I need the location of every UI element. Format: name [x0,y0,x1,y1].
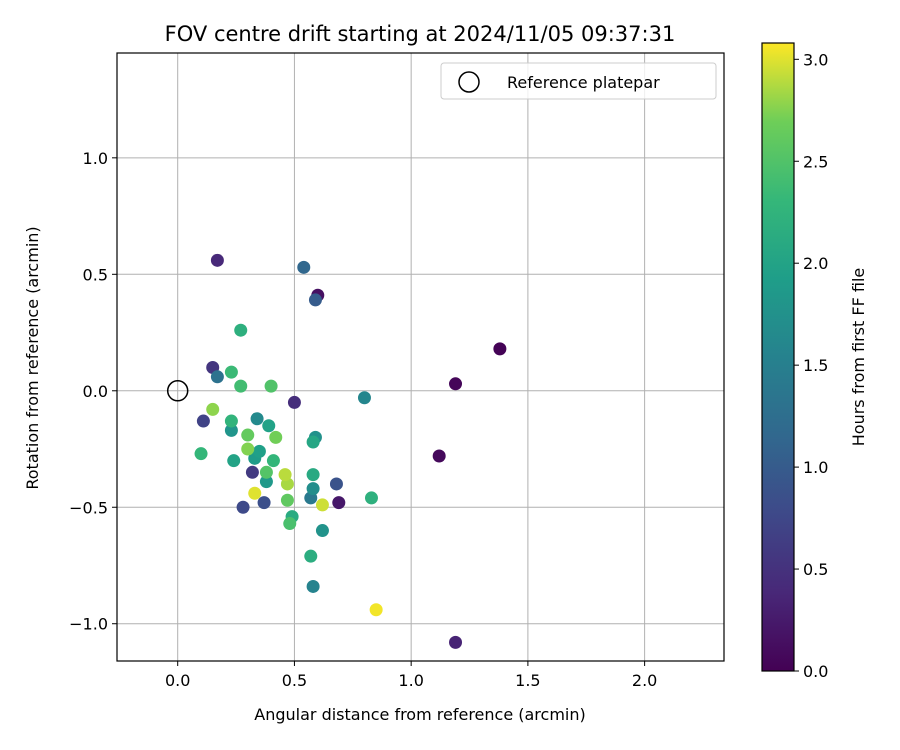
scatter-point [259,465,273,479]
colorbar-tick-label: 0.0 [803,662,828,681]
y-axis-label: Rotation from reference (arcmin) [23,226,42,489]
scatter-point [250,412,264,426]
scatter-point [252,444,266,458]
reference-platepar-marker [166,380,189,402]
scatter-point [241,442,255,456]
y-tick-label: 0.5 [83,265,108,284]
colorbar-tick-label: 1.5 [803,356,828,375]
chart-title: FOV centre drift starting at 2024/11/05 … [165,22,676,46]
scatter-point [224,423,238,437]
scatter-point [280,493,294,507]
scatter-point [304,549,318,563]
x-axis-label: Angular distance from reference (arcmin) [254,705,585,724]
scatter-point [262,419,276,433]
y-tick-label: −0.5 [69,498,108,517]
scatter-point [315,524,329,538]
scatter-point [210,253,224,267]
x-tick-label: 2.0 [632,671,657,690]
colorbar-tick-label: 2.5 [803,152,828,171]
legend-reference-icon [458,71,480,93]
colorbar-tick-label: 1.0 [803,458,828,477]
scatter-point [248,486,262,500]
scatter-point [283,517,297,531]
scatter-point [432,449,446,463]
scatter-point [236,500,250,514]
scatter-point [449,635,463,649]
scatter-point [287,395,301,409]
colorbar-ticks: 0.0 0.5 1.0 1.5 2.0 2.5 3.0 [794,50,828,681]
scatter-point [493,342,507,356]
scatter-point [264,379,278,393]
legend: Reference platepar [440,62,717,100]
scatter-point [224,365,238,379]
grid [117,53,724,661]
scatter-point [449,377,463,391]
scatter-point [332,496,346,510]
scatter-point [269,430,283,444]
scatter-point [224,414,238,428]
scatter-point [306,435,320,449]
x-axis-ticks: 0.0 0.5 1.0 1.5 2.0 [165,661,657,690]
y-tick-label: −1.0 [69,615,108,634]
y-tick-label: 1.0 [83,149,108,168]
plot-frame [116,52,725,662]
scatter-point [259,475,273,489]
scatter-point [194,447,208,461]
scatter-point [306,482,320,496]
reference-layer [166,380,189,402]
x-tick-label: 1.0 [398,671,423,690]
scatter-point [357,391,371,405]
scatter-point [257,496,271,510]
scatter-point [234,379,248,393]
scatter-point [266,454,280,468]
scatter-point [278,468,292,482]
colorbar-tick-label: 0.5 [803,560,828,579]
scatter-point [369,603,383,617]
colorbar: 0.0 0.5 1.0 1.5 2.0 2.5 3.0 Hours from first F… [761,42,868,681]
colorbar-gradient [761,42,795,672]
scatter-point [206,402,220,416]
scatter-point [227,454,241,468]
colorbar-label: Hours from first FF file [849,268,868,447]
x-tick-label: 1.5 [515,671,540,690]
scatter-point [241,428,255,442]
y-tick-label: 0.0 [83,382,108,401]
legend-box [440,62,717,100]
scatter-point [196,414,210,428]
scatter-points [194,253,507,649]
scatter-point [308,293,322,307]
x-tick-label: 0.0 [165,671,190,690]
scatter-point [364,491,378,505]
colorbar-tick-label: 2.0 [803,254,828,273]
scatter-point [245,465,259,479]
colorbar-tick-label: 3.0 [803,50,828,69]
x-tick-label: 0.5 [282,671,307,690]
legend-entry: Reference platepar [507,73,660,92]
scatter-point [234,323,248,337]
scatter-point [297,260,311,274]
scatter-point [210,370,224,384]
scatter-point [306,468,320,482]
scatter-point [315,498,329,512]
y-axis-ticks: −1.0 −0.5 0.0 0.5 1.0 [69,149,117,634]
scatter-point [306,579,320,593]
scatter-point [329,477,343,491]
